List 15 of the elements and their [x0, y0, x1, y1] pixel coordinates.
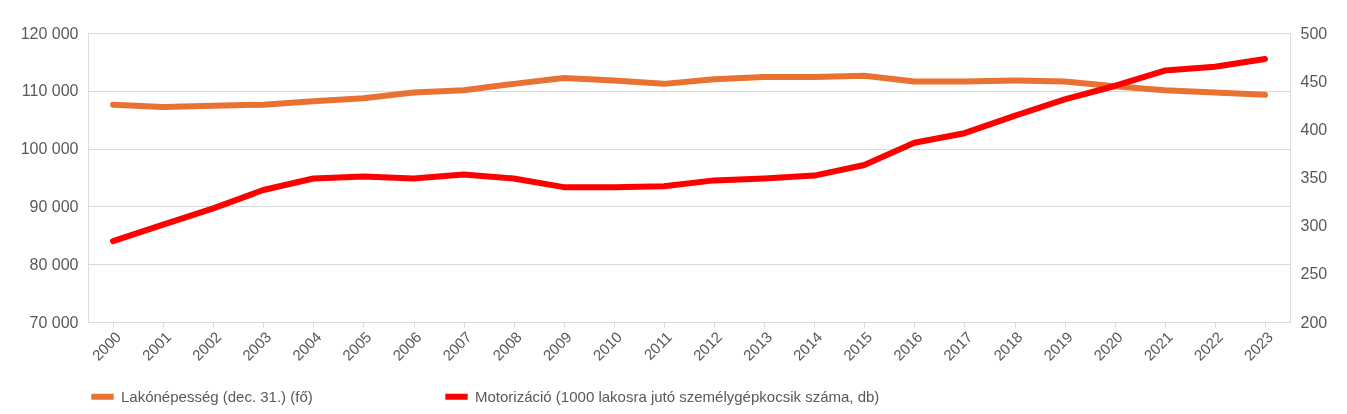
y2-tick-label: 450 [1300, 72, 1328, 90]
y2-tick-label: 250 [1300, 265, 1328, 283]
y2-tick-label: 500 [1300, 24, 1328, 42]
y-tick-label: 100 000 [20, 140, 79, 158]
y2-tick-label: 400 [1300, 120, 1328, 138]
legend-label: Motorizáció (1000 lakosra jutó személygépkocsik száma, db) [475, 387, 880, 405]
y2-tick-label: 350 [1300, 169, 1328, 186]
legend-label: Lakónépesség (dec. 31.) (fő) [121, 387, 313, 405]
y-tick-label: 110 000 [21, 82, 79, 100]
y2-tick-label: 300 [1300, 217, 1328, 235]
y-tick-label: 70 000 [29, 313, 79, 331]
y2-tick-label: 200 [1300, 313, 1328, 331]
y-tick-label: 90 000 [29, 197, 79, 215]
y-tick-label: 120 000 [20, 24, 79, 42]
y-tick-label: 80 000 [29, 255, 79, 273]
